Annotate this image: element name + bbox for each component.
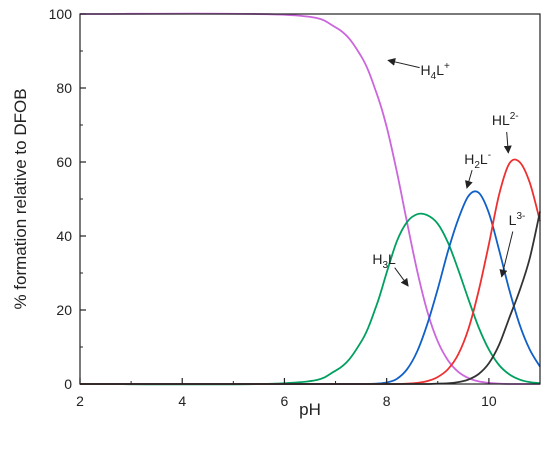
x-tick-label: 4 — [178, 393, 186, 409]
y-tick-label: 100 — [49, 6, 73, 22]
label-hl: HL2- — [492, 111, 519, 128]
y-tick-label: 0 — [64, 376, 72, 392]
arrow-hl — [503, 131, 512, 154]
x-axis-title: pH — [299, 400, 321, 419]
arrow-h4l — [387, 57, 420, 69]
y-tick-label: 20 — [56, 302, 72, 318]
x-tick-label: 8 — [383, 393, 391, 409]
y-tick-label: 80 — [56, 80, 72, 96]
series-line-l — [79, 211, 541, 385]
arrow-h3l — [394, 267, 409, 287]
plot-frame — [79, 13, 541, 385]
label-h4l: H4L+ — [421, 61, 450, 82]
x-tick-label: 10 — [481, 393, 497, 409]
x-tick-label: 2 — [76, 393, 84, 409]
series-line-h3l — [79, 212, 541, 386]
series-layer — [79, 12, 541, 386]
y-tick-label: 40 — [56, 228, 72, 244]
y-axis-title: % formation relative to DFOB — [11, 88, 30, 309]
y-tick-label: 60 — [56, 154, 72, 170]
label-h2l: H2L- — [464, 150, 491, 171]
series-line-h4l — [79, 12, 540, 385]
x-tick-label: 6 — [281, 393, 289, 409]
arrow-h2l — [465, 169, 473, 189]
annotation-layer: H4L+ H3L H2L- HL2- L3- — [372, 57, 526, 287]
label-h3l: H3L — [372, 251, 396, 271]
arrow-l — [499, 231, 514, 278]
label-l: L3- — [509, 211, 526, 228]
series-line-h2l — [79, 190, 541, 385]
